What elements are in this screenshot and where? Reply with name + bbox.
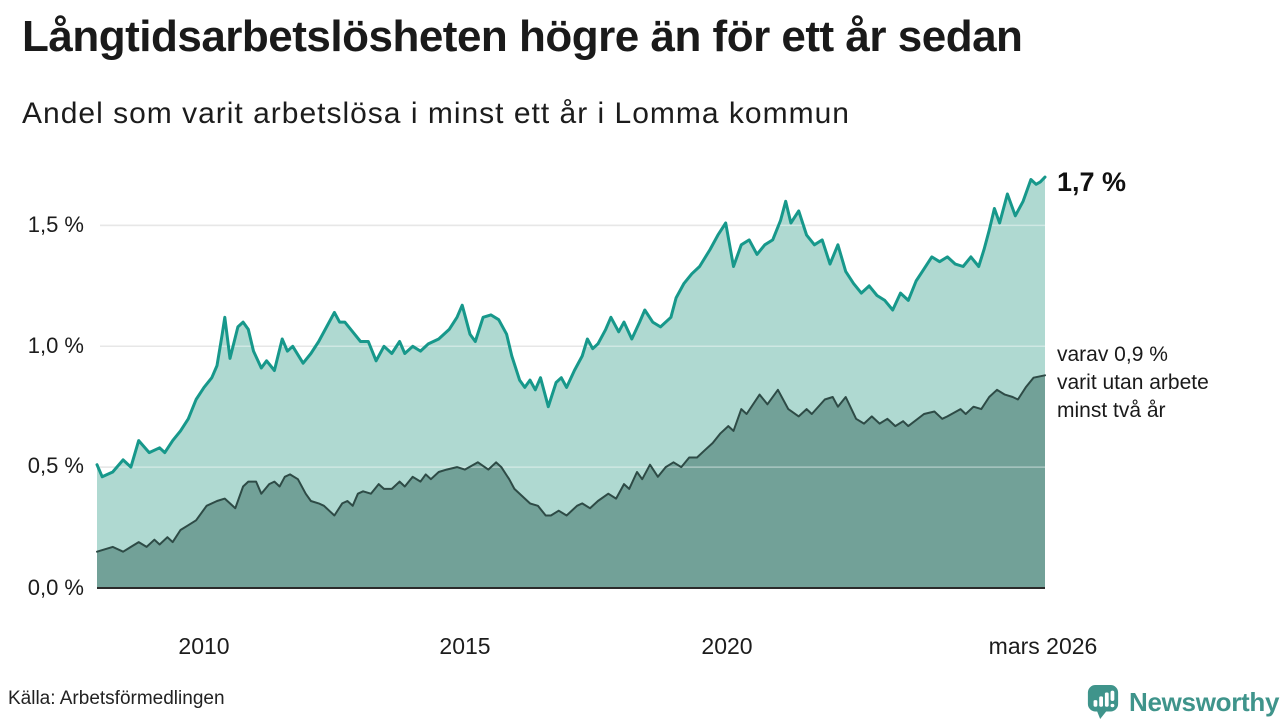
line-series-1 [96,374,1046,553]
x-axis-label-2010: 2010 [178,633,230,659]
x-axis-label-2015: 2015 [439,633,491,659]
annotation-two-years-line3: minst två år [1057,399,1166,422]
y-axis-label-1-0: 1,0 % [27,333,84,358]
annotation-latest-total: 1,7 % [1057,167,1127,197]
y-axis-label-0-5: 0,5 % [27,453,84,478]
x-axis-label-2020: 2020 [701,633,753,659]
newsworthy-wordmark: Newsworthy [1129,687,1280,717]
source-note: Källa: Arbetsförmedlingen [8,688,225,709]
annotation-two-years: varav 0,9 % varit utan arbete minst två … [1057,341,1209,425]
annotation-two-years-line2: varit utan arbete [1057,371,1209,394]
page-subtitle: Andel som varit arbetslösa i minst ett å… [22,97,850,130]
area-series-1 [97,375,1045,588]
page-title: Långtidsarbetslösheten högre än för ett … [22,12,1023,61]
newsworthy-logo: Newsworthy [1086,683,1279,720]
y-axis-label-1-5: 1,5 % [27,212,84,237]
y-axis-label-0-0: 0,0 % [27,575,84,600]
line-series-0 [95,175,1047,479]
annotation-two-years-line1: varav 0,9 % [1057,343,1168,366]
newsworthy-icon [1087,685,1119,719]
x-axis-label-mars-2026: mars 2026 [988,633,1098,659]
